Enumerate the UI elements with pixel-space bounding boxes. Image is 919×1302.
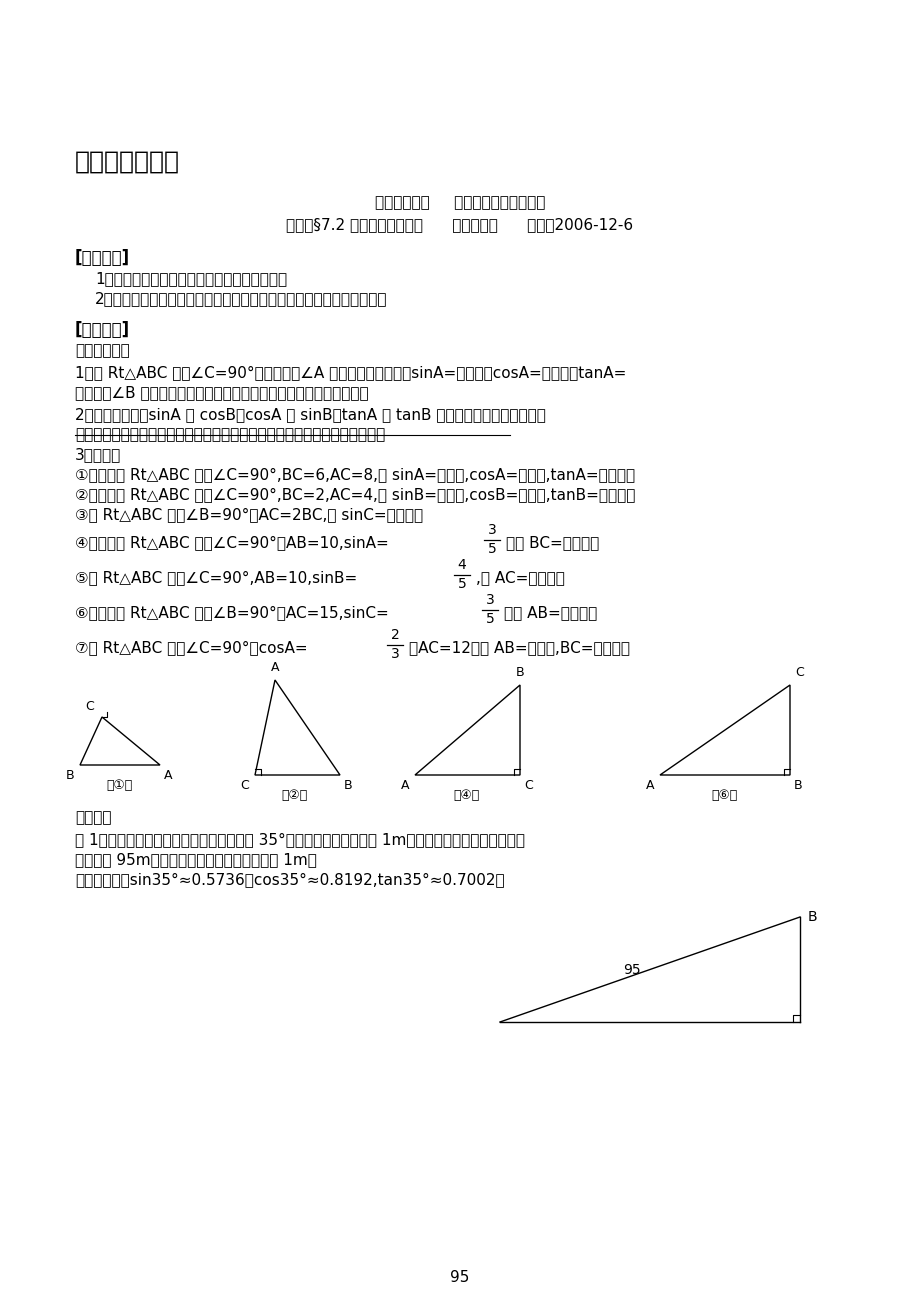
Text: 例 1、小明正在放风筝，风筝线与水平线成 35°角时，小明的手离地面 1m，若把放出的风筝线看成一条: 例 1、小明正在放风筝，风筝线与水平线成 35°角时，小明的手离地面 1m，若把…: [75, 832, 525, 848]
Text: 95: 95: [449, 1269, 470, 1285]
Text: 3: 3: [391, 647, 399, 661]
Text: B: B: [65, 769, 74, 783]
Text: C: C: [240, 779, 249, 792]
Text: A: A: [270, 661, 279, 674]
Text: B: B: [344, 779, 352, 792]
Text: ②如图，在 Rt△ABC 中，∠C=90°,BC=2,AC=4,则 sinB=＿＿＿,cosB=＿＿＿,tanB=＿＿＿。: ②如图，在 Rt△ABC 中，∠C=90°,BC=2,AC=4,则 sinB=＿…: [75, 487, 635, 503]
Text: ⑥如图，在 Rt△ABC 中，∠B=90°，AC=15,sinC=: ⑥如图，在 Rt△ABC 中，∠B=90°，AC=15,sinC=: [75, 605, 389, 620]
Text: [学习过程]: [学习过程]: [75, 322, 130, 339]
Text: 5: 5: [457, 577, 466, 591]
Text: 2、能用三角函数的知识根据三角形中已知的边和角求出未知的边和角。: 2、能用三角函数的知识根据三角形中已知的边和角求出未知的边和角。: [95, 292, 387, 306]
Text: 第⑥题: 第⑥题: [711, 789, 737, 802]
Text: 第②题: 第②题: [281, 789, 308, 802]
Text: ＿＿＿＿＿＿＿＿＿＿＿＿＿＿＿＿＿＿＿＿＿＿＿＿＿＿＿＿＿＿＿＿＿。: ＿＿＿＿＿＿＿＿＿＿＿＿＿＿＿＿＿＿＿＿＿＿＿＿＿＿＿＿＿＿＿＿＿。: [75, 427, 385, 441]
Text: A: A: [164, 769, 173, 783]
Text: C: C: [524, 779, 532, 792]
Text: A: A: [400, 779, 409, 792]
Text: 第①题: 第①题: [107, 779, 133, 792]
Text: 3: 3: [485, 592, 494, 607]
Text: C: C: [794, 667, 803, 680]
Text: （参考数据：sin35°≈0.5736，cos35°≈0.8192,tan35°≈0.7002）: （参考数据：sin35°≈0.5736，cos35°≈0.8192,tan35°…: [75, 872, 505, 887]
Text: 5: 5: [485, 612, 494, 626]
Text: ，则 AB=＿＿＿。: ，则 AB=＿＿＿。: [504, 605, 596, 620]
Text: 一、知识回顾: 一、知识回顾: [75, 342, 130, 358]
Text: ①如图，在 Rt△ABC 中，∠C=90°,BC=6,AC=8,则 sinA=＿＿＿,cosA=＿＿＿,tanA=＿＿＿。: ①如图，在 Rt△ABC 中，∠C=90°,BC=6,AC=8,则 sinA=＿…: [75, 467, 634, 482]
Text: 1、在 Rt△ABC 中，∠C=90°，分别写出∠A 的三角函数关系式：sinA=＿＿＿，cosA=＿＿＿，tanA=: 1、在 Rt△ABC 中，∠C=90°，分别写出∠A 的三角函数关系式：sinA…: [75, 365, 626, 380]
Text: B: B: [793, 779, 801, 792]
Text: 第④题: 第④题: [453, 789, 480, 802]
Text: A: A: [645, 779, 653, 792]
Text: 3: 3: [487, 523, 496, 536]
Text: 初三数学教学案: 初三数学教学案: [75, 150, 180, 174]
Text: [学习目标]: [学习目标]: [75, 249, 130, 267]
Text: 5: 5: [487, 542, 496, 556]
Text: ⑤在 Rt△ABC 中，∠C=90°,AB=10,sinB=: ⑤在 Rt△ABC 中，∠C=90°,AB=10,sinB=: [75, 570, 357, 585]
Text: ③在 Rt△ABC 中，∠B=90°，AC=2BC,则 sinC=＿＿＿。: ③在 Rt△ABC 中，∠B=90°，AC=2BC,则 sinC=＿＿＿。: [75, 506, 423, 522]
Text: 95: 95: [622, 962, 641, 976]
Text: ＿＿＿。∠B 的三角函数关系式＿＿＿＿＿＿＿＿＿＿＿＿＿＿＿＿。: ＿＿＿。∠B 的三角函数关系式＿＿＿＿＿＿＿＿＿＿＿＿＿＿＿＿。: [75, 385, 369, 400]
Text: ，则 BC=＿＿＿。: ，则 BC=＿＿＿。: [505, 535, 598, 549]
Text: B: B: [807, 910, 817, 924]
Text: ④如图，在 Rt△ABC 中，∠C=90°，AB=10,sinA=: ④如图，在 Rt△ABC 中，∠C=90°，AB=10,sinA=: [75, 535, 389, 549]
Text: C: C: [85, 700, 94, 713]
Text: 二、例题: 二、例题: [75, 810, 111, 825]
Text: 线段，长 95m，求风筝此时的高度。（精确到 1m）: 线段，长 95m，求风筝此时的高度。（精确到 1m）: [75, 852, 316, 867]
Text: 2、比较上述中，sinA 与 cosB，cosA 与 sinB，tanA 与 tanB 的表达式，你有什么发现？: 2、比较上述中，sinA 与 cosB，cosA 与 sinB，tanA 与 t…: [75, 408, 545, 422]
Text: ，AC=12，则 AB=＿＿＿,BC=＿＿＿。: ，AC=12，则 AB=＿＿＿,BC=＿＿＿。: [409, 641, 630, 655]
Text: ⑦在 Rt△ABC 中，∠C=90°，cosA=: ⑦在 Rt△ABC 中，∠C=90°，cosA=: [75, 641, 307, 655]
Text: B: B: [516, 667, 524, 680]
Text: 2: 2: [391, 628, 399, 642]
Text: 1、能够根据直角三角形的边角关系进行计算；: 1、能够根据直角三角形的边角关系进行计算；: [95, 271, 287, 286]
Text: 课题：§7.2 正弦、余弦（二）      课型：新授      时间：2006-12-6: 课题：§7.2 正弦、余弦（二） 课型：新授 时间：2006-12-6: [286, 217, 633, 232]
Text: ,则 AC=＿＿＿。: ,则 AC=＿＿＿。: [475, 570, 564, 585]
Text: 3、练习：: 3、练习：: [75, 447, 121, 462]
Text: 4: 4: [457, 559, 466, 572]
Text: 执笔：周广雄     审核：初三数学备课组: 执笔：周广雄 审核：初三数学备课组: [374, 195, 545, 210]
